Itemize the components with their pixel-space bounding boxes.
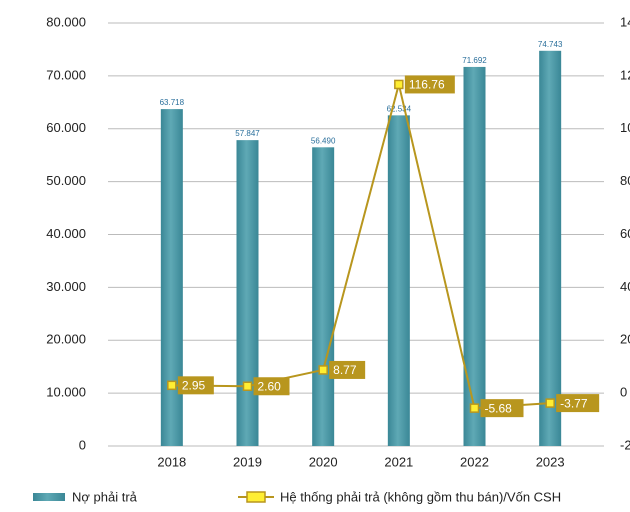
line-marker	[394, 79, 404, 90]
line-value-label: 2.60	[258, 379, 282, 393]
y-tick-label: 70.000	[46, 67, 86, 82]
line-label-box	[253, 377, 290, 396]
bar	[312, 147, 335, 446]
line-value-label: -3.77	[560, 396, 588, 410]
bar-value-label: 62.534	[387, 104, 412, 113]
y-tick-label: 20.000	[46, 332, 86, 347]
legend-swatch	[33, 493, 65, 501]
bar-value-label: 71.692	[462, 56, 487, 65]
bar	[160, 109, 183, 447]
y-tick-label: 0	[79, 437, 86, 452]
y2-tick-label: 120	[620, 67, 630, 82]
legend-label: Nợ phải trả	[72, 489, 138, 504]
y2-tick-label: 20	[620, 332, 630, 347]
line-value-label: 116.76	[409, 78, 445, 92]
line-value-label: 8.77	[333, 363, 357, 377]
line-label-box	[329, 360, 366, 379]
legend-label: Hệ thống phải trả (không gồm thu bán)/Vố…	[280, 489, 561, 504]
y-tick-label: 30.000	[46, 279, 86, 294]
y2-tick-label: 80	[620, 173, 630, 188]
x-tick-label: 2022	[460, 454, 489, 469]
line-label-box	[556, 394, 600, 413]
y2-tick-label: 100	[620, 120, 630, 135]
line-marker	[545, 398, 555, 408]
bar	[539, 50, 562, 446]
line-label-box	[177, 376, 214, 395]
line-label-box	[480, 399, 524, 418]
line-value-label: -5.68	[485, 401, 513, 415]
bar-value-label: 74.743	[538, 40, 563, 49]
y-tick-label: 40.000	[46, 226, 86, 241]
x-tick-label: 2019	[233, 454, 262, 469]
line-value-label: 2.95	[182, 378, 206, 392]
line-marker	[318, 365, 328, 375]
y-tick-label: 50.000	[46, 173, 86, 188]
y-tick-label: 60.000	[46, 120, 86, 135]
bar-value-label: 63.718	[160, 98, 185, 107]
y-tick-label: 80.000	[46, 14, 86, 29]
y-tick-label: 10.000	[46, 385, 86, 400]
bar-value-label: 57.847	[235, 129, 260, 138]
bar	[236, 140, 259, 447]
line-marker	[469, 403, 480, 413]
x-tick-label: 2018	[157, 454, 186, 469]
y2-tick-label: 60	[620, 226, 630, 241]
x-tick-label: 2021	[384, 454, 413, 469]
y2-tick-label: 0	[620, 385, 627, 400]
legend-swatch	[246, 491, 266, 503]
line	[171, 84, 551, 410]
x-tick-label: 2020	[309, 454, 338, 469]
line-marker	[242, 381, 253, 392]
bar	[463, 66, 486, 446]
line-marker	[167, 380, 177, 391]
y2-tick-label: 140	[620, 14, 630, 29]
line-label-box	[404, 75, 455, 94]
y2-tick-label: -20	[620, 437, 630, 452]
y2-tick-label: 40	[620, 279, 630, 294]
x-tick-label: 2023	[536, 454, 565, 469]
bar	[387, 115, 410, 447]
bar-value-label: 56.490	[311, 136, 336, 145]
